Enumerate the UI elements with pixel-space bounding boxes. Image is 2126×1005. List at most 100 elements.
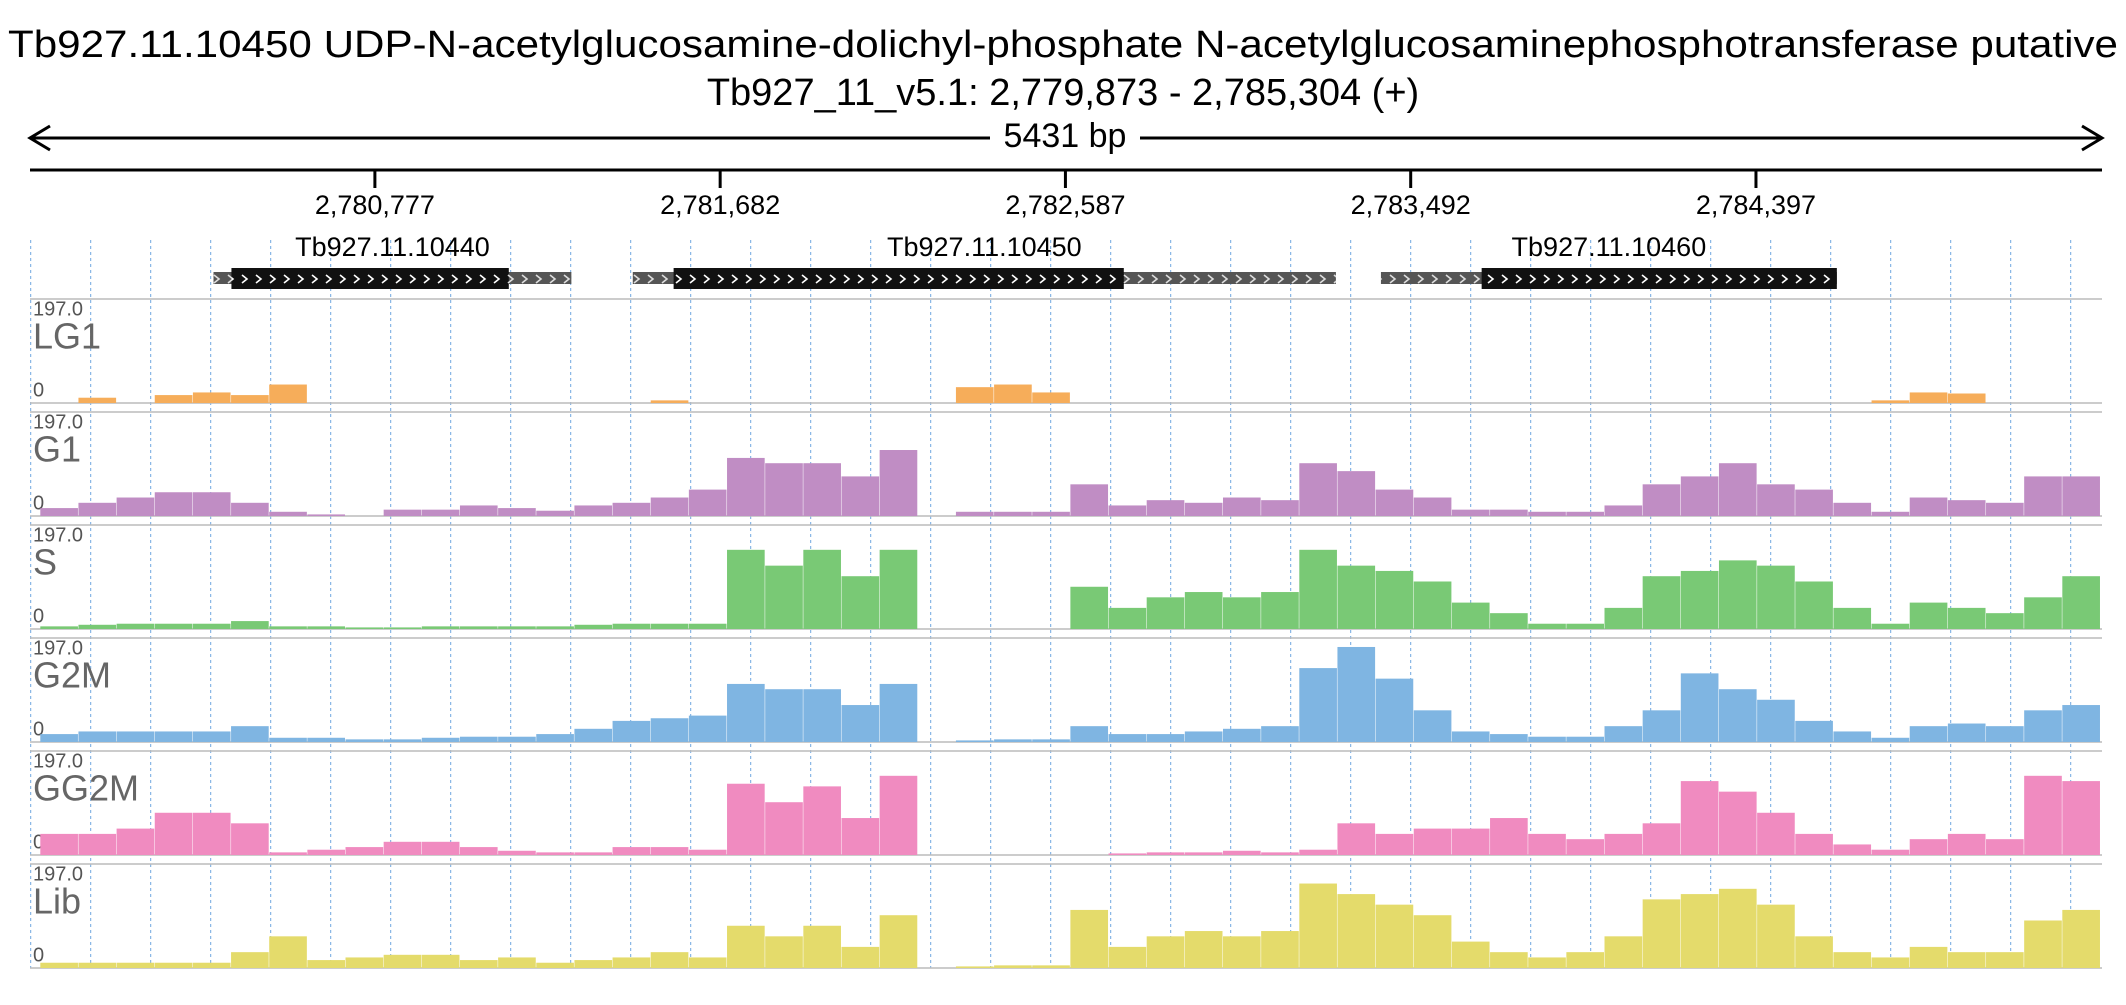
coverage-bar: [2062, 909, 2100, 968]
coverage-bar: [421, 509, 460, 516]
y-tick-label: 197.0: [33, 298, 83, 320]
coverage-bar: [116, 623, 155, 629]
coverage-bar: [803, 549, 841, 629]
track-name: GG2M: [33, 768, 139, 809]
coverage-bar: [1680, 781, 1719, 855]
coverage-bar: [1261, 592, 1299, 629]
coverage-bar: [1222, 850, 1261, 855]
x-tick-label: 2,783,492: [1351, 190, 1471, 220]
coverage-bar: [2024, 775, 2062, 855]
coverage-bar: [231, 502, 269, 516]
coverage-bar: [1184, 502, 1223, 516]
coverage-bar: [1070, 909, 1109, 968]
coverage-bar: [1795, 489, 1833, 516]
coverage-bar: [1680, 673, 1719, 742]
coverage-bar: [1718, 791, 1757, 855]
coverage-bar: [2024, 710, 2062, 742]
coverage-bar: [1833, 502, 1872, 516]
coverage-bar: [2024, 476, 2062, 516]
coverage-bar: [345, 957, 384, 968]
coverage-bar: [1375, 489, 1414, 516]
coverage-bar: [1490, 818, 1528, 855]
coverage-bar: [1261, 931, 1299, 968]
y-tick-label: 0: [33, 831, 44, 853]
coverage-bar: [1566, 839, 1605, 855]
y-tick-label: 197.0: [33, 750, 83, 772]
coverage-bar: [1261, 726, 1299, 742]
coverage-bar: [727, 549, 765, 629]
coverage-bar: [841, 705, 880, 742]
coverage-bar: [1909, 497, 1948, 516]
coverage-bar: [879, 549, 918, 629]
coverage-bar: [650, 718, 689, 742]
coverage-bar: [40, 962, 78, 968]
coverage-bar: [307, 960, 346, 968]
coverage-bar: [612, 847, 651, 855]
coverage-bar: [116, 497, 155, 516]
coverage-bar: [1528, 957, 1566, 968]
gene-cds-chevrons: [231, 269, 509, 287]
coverage-bar: [803, 689, 841, 742]
coverage-bar: [1566, 952, 1605, 968]
coverage-bar: [1375, 833, 1414, 855]
coverage-bar: [498, 626, 536, 629]
coverage-bar: [2062, 705, 2100, 742]
coverage-bar: [879, 683, 918, 742]
coverage-bar: [574, 624, 613, 629]
coverage-bar: [1337, 894, 1376, 968]
coverage-bar: [1108, 853, 1147, 855]
coverage-bar: [154, 623, 193, 629]
coverage-bar: [1337, 565, 1376, 629]
y-tick-label: 0: [33, 944, 44, 966]
coverage-bar: [421, 737, 460, 742]
coverage-bar: [765, 802, 803, 855]
coverage-bar: [78, 624, 117, 629]
coverage-bar: [1604, 505, 1643, 516]
coverage-bar: [1146, 734, 1185, 742]
track-name: Lib: [33, 881, 81, 922]
coverage-bar: [1642, 576, 1681, 629]
coverage-bar: [269, 511, 307, 516]
coverage-bar: [40, 626, 78, 629]
coverage-bar: [1070, 586, 1109, 629]
coverage-bar: [1986, 726, 2024, 742]
coverage-bar: [1986, 613, 2024, 629]
coverage-bar: [192, 492, 231, 516]
coverage-bar: [78, 502, 117, 516]
coverage-bar: [1032, 392, 1070, 403]
coverage-bar: [1451, 731, 1490, 742]
coverage-bar: [727, 925, 765, 968]
coverage-bar: [1337, 646, 1376, 742]
coverage-bar: [803, 463, 841, 516]
track-name: LG1: [33, 316, 101, 357]
coverage-bar: [1337, 823, 1376, 855]
coverage-bar: [1528, 623, 1566, 629]
coverage-bar: [1718, 463, 1757, 516]
coverage-bar: [1986, 839, 2024, 855]
coverage-bar: [459, 960, 498, 968]
coverage-bar: [650, 847, 689, 855]
coverage-bar: [688, 849, 727, 855]
coverage-bar: [154, 812, 193, 855]
y-tick-label: 0: [33, 605, 44, 627]
coverage-bar: [154, 962, 193, 968]
coverage-bar: [574, 505, 613, 516]
coverage-bar: [1108, 505, 1147, 516]
coverage-bar: [269, 936, 307, 968]
coverage-bar: [498, 736, 536, 742]
coverage-bar: [955, 511, 994, 516]
coverage-bar: [1871, 957, 1910, 968]
coverage-bar: [498, 957, 536, 968]
coverage-bar: [1299, 549, 1337, 629]
coverage-bar: [383, 509, 422, 516]
coverage-bar: [116, 962, 155, 968]
y-tick-label: 197.0: [33, 637, 83, 659]
coverage-bar: [192, 812, 231, 855]
coverage-bar: [1070, 726, 1109, 742]
coverage-bar: [1718, 560, 1757, 629]
coverage-bar: [688, 489, 727, 516]
coverage-bar: [1680, 476, 1719, 516]
coverage-bar: [1490, 613, 1528, 629]
coverage-bar: [536, 852, 574, 855]
coverage-bar: [1604, 726, 1643, 742]
